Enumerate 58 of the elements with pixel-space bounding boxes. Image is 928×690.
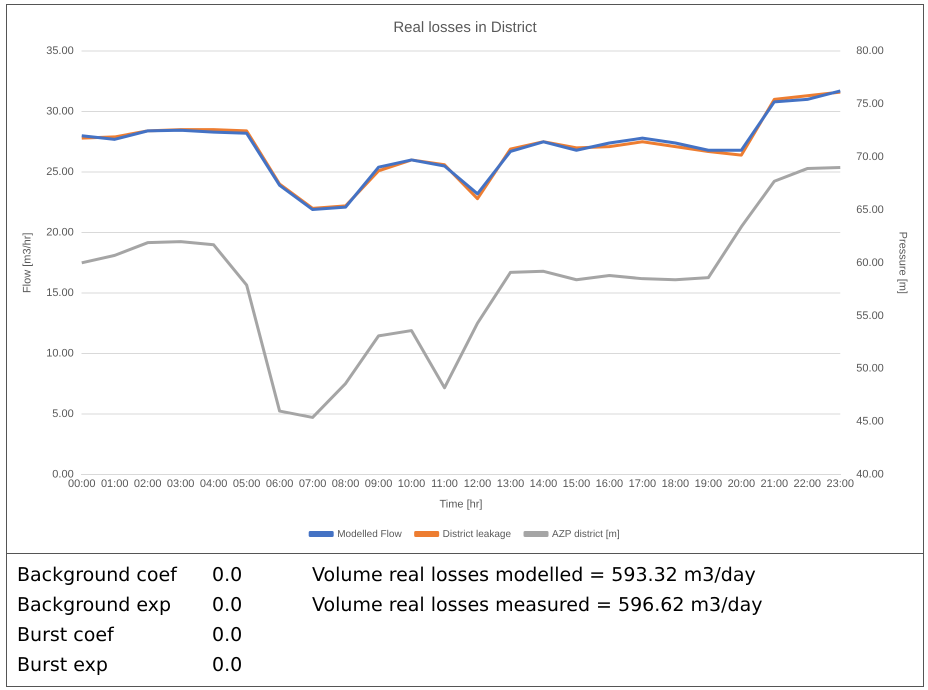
y2-tick-label: 40.00: [856, 468, 884, 481]
x-tick-label: 02:00: [134, 478, 162, 490]
y2-tick-label: 80.00: [856, 45, 884, 58]
y-tick-label: 20.00: [46, 226, 74, 239]
text: Burst exp: [17, 654, 108, 676]
x-tick-label: 23:00: [826, 478, 854, 490]
x-tick-label: 12:00: [464, 478, 492, 490]
x-tick-label: 20:00: [728, 478, 756, 490]
chart-title: Real losses in District: [393, 19, 538, 36]
text: 0.0: [212, 564, 242, 586]
y2-tick-label: 65.00: [856, 204, 884, 216]
x-tick-label: 08:00: [332, 478, 360, 490]
x-tick-label: 22:00: [794, 478, 822, 490]
legend-label: District leakage: [442, 528, 512, 540]
y2-tick-label: 70.00: [856, 150, 884, 163]
text: Background coef: [17, 564, 177, 586]
text: 0.0: [212, 624, 242, 646]
x-tick-label: 06:00: [266, 478, 294, 490]
y2-tick-label: 75.00: [856, 98, 884, 110]
y-tick-label: 0.00: [52, 468, 74, 481]
y-tick-label: 5.00: [52, 408, 74, 420]
legend-label: Modelled Flow: [337, 528, 402, 540]
y2-tick-label: 55.00: [856, 310, 884, 322]
y2-tick-label: 60.00: [856, 256, 884, 269]
x-tick-label: 15:00: [562, 478, 590, 490]
y2-tick-label: 50.00: [856, 362, 884, 375]
x-tick-label: 10:00: [398, 478, 426, 490]
text: Volume real losses modelled = 593.32 m3/day: [312, 564, 756, 586]
x-tick-label: 01:00: [100, 478, 128, 490]
x-tick-label: 17:00: [628, 478, 656, 490]
x-tick-label: 21:00: [760, 478, 788, 490]
x-axis-title: Time [hr]: [440, 498, 482, 510]
y-tick-label: 30.00: [46, 106, 74, 118]
y2-tick-label: 45.00: [856, 416, 884, 428]
x-tick-label: 11:00: [431, 478, 458, 490]
x-tick-label: 05:00: [232, 478, 260, 490]
text: 0.0: [212, 594, 242, 616]
x-tick-label: 19:00: [694, 478, 722, 490]
x-tick-label: 16:00: [596, 478, 624, 490]
x-tick-label: 00:00: [68, 478, 96, 490]
y-tick-label: 25.00: [46, 166, 74, 178]
x-tick-label: 14:00: [530, 478, 558, 490]
text: 0.0: [212, 654, 242, 676]
y2-axis-title: Pressure [m]: [896, 232, 908, 294]
text: Background exp: [17, 594, 172, 616]
x-tick-label: 04:00: [200, 478, 228, 490]
x-tick-label: 13:00: [496, 478, 524, 490]
x-tick-label: 18:00: [662, 478, 690, 490]
y-tick-label: 10.00: [46, 348, 74, 360]
y-axis-title: Flow [m3/hr]: [22, 232, 34, 294]
y-tick-label: 35.00: [46, 45, 74, 58]
legend-label: AZP district [m]: [552, 528, 620, 540]
x-tick-label: 09:00: [364, 478, 392, 490]
x-tick-label: 07:00: [298, 478, 326, 490]
text: Burst coef: [17, 624, 114, 646]
x-tick-label: 03:00: [166, 478, 194, 490]
y-tick-label: 15.00: [46, 287, 74, 300]
text: Volume real losses measured = 596.62 m3/day: [312, 594, 762, 616]
